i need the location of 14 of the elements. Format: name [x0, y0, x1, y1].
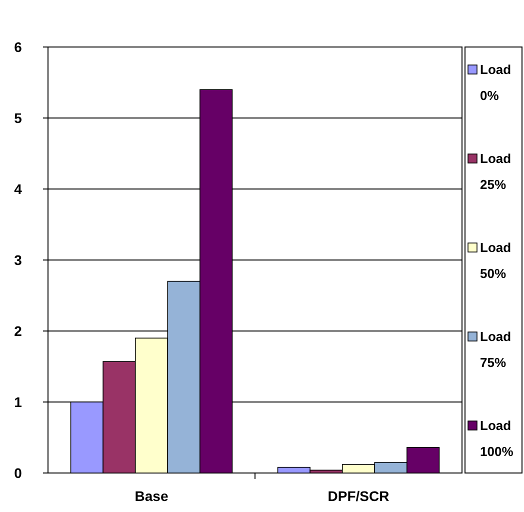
y-tick-label: 3	[14, 252, 22, 268]
legend-label: Load 25%	[480, 151, 512, 192]
x-tick-label: Base	[134, 488, 168, 504]
y-tick-label: 1	[14, 394, 22, 410]
legend-label: Load 75%	[480, 329, 512, 370]
legend-label: Load 0%	[480, 62, 512, 103]
y-tick-label: 5	[14, 110, 22, 126]
y-tick-label: 0	[14, 464, 22, 481]
y-tick-label: 4	[14, 180, 22, 197]
y-tick-label: 6	[14, 38, 22, 55]
legend-label: Load 100%	[480, 418, 514, 459]
legend-label: Load 50%	[480, 240, 512, 281]
x-tick-label: DPF/SCR	[328, 488, 390, 504]
y-tick-label: 2	[14, 322, 22, 339]
